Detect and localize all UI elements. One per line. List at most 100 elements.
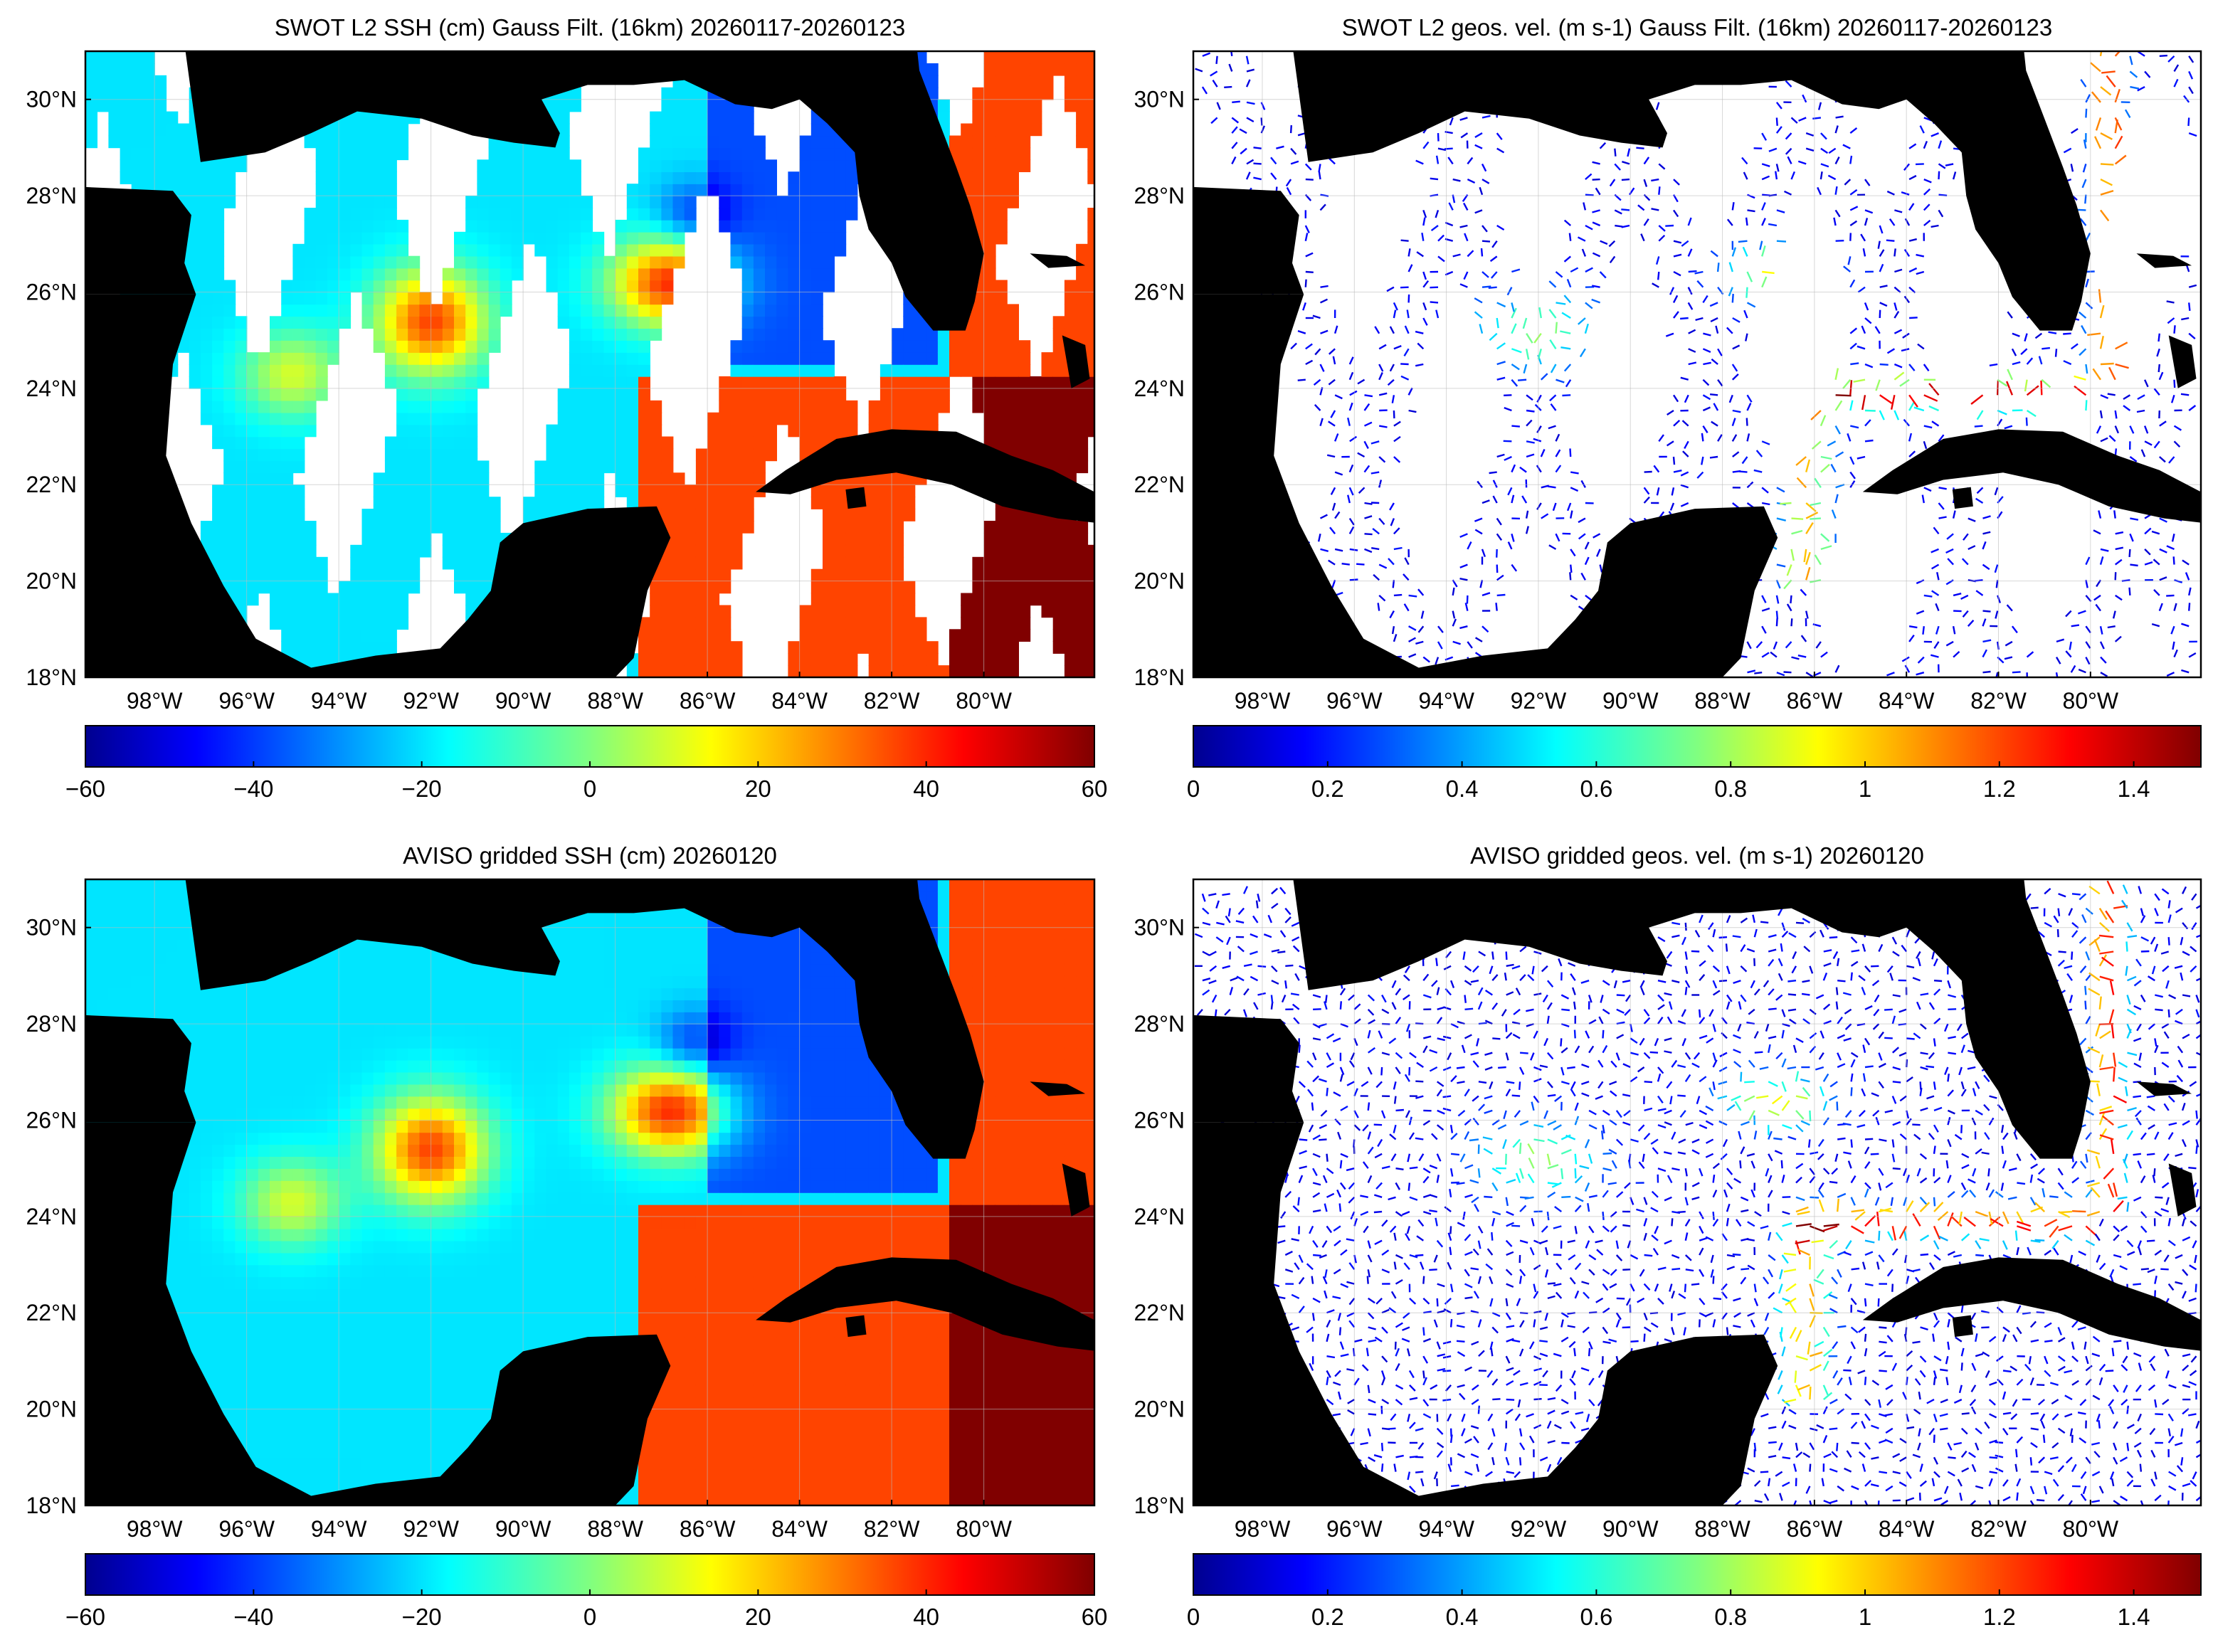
land-pines	[1952, 1315, 1973, 1338]
land-us	[85, 186, 196, 295]
land-andros	[1062, 335, 1090, 388]
colorbar-tick-label: 0	[1187, 775, 1200, 802]
lon-tick-label: 88°W	[587, 1516, 643, 1542]
lon-tick-label: 84°W	[1879, 688, 1935, 714]
map-frame	[1192, 878, 2202, 1507]
lat-tick-label: 28°N	[1134, 1011, 1185, 1037]
panel-title: AVISO gridded geos. vel. (m s-1) 2026012…	[1470, 842, 1924, 869]
land-northcoast	[1293, 51, 2091, 331]
colorbar-tick-label: 0.8	[1714, 775, 1747, 802]
colorbar-tick-label: 1.4	[2118, 1604, 2150, 1630]
lat-tick-label: 22°N	[1134, 472, 1185, 497]
colorbar-tick-label: 60	[1082, 775, 1108, 802]
land-pines	[845, 487, 867, 509]
land-us	[1193, 186, 1304, 295]
lat-tick-label: 18°N	[1134, 664, 1185, 690]
lon-tick-label: 90°W	[1602, 688, 1659, 714]
panel-title: SWOT L2 geos. vel. (m s-1) Gauss Filt. (…	[1342, 14, 2052, 41]
land-pines	[1952, 487, 1973, 509]
map-frame	[1192, 50, 2202, 679]
lon-tick-label: 86°W	[1787, 1516, 1843, 1542]
colorbar-tick-label: −40	[233, 1604, 273, 1630]
lon-tick-label: 96°W	[218, 688, 275, 714]
colorbar-tick-label: −40	[233, 775, 273, 802]
colorbar-tick-label: 40	[913, 1604, 939, 1630]
lat-tick-label: 18°N	[1134, 1493, 1185, 1518]
lat-tick-label: 24°N	[26, 1204, 78, 1229]
lon-tick-label: 86°W	[680, 688, 736, 714]
land-northcoast	[1293, 879, 2091, 1159]
lon-tick-label: 84°W	[771, 1516, 828, 1542]
colorbar-tick-label: −60	[65, 1604, 105, 1630]
colorbar-tick-label: 0.2	[1311, 775, 1344, 802]
map-area	[85, 51, 1094, 677]
lat-tick-label: 18°N	[26, 1493, 78, 1518]
land-mexico	[85, 294, 671, 677]
lon-tick-label: 88°W	[587, 688, 643, 714]
lon-tick-label: 84°W	[1879, 1516, 1935, 1542]
land-cuba	[1862, 1257, 2201, 1351]
land-pines	[845, 1315, 867, 1338]
lon-tick-label: 98°W	[127, 688, 183, 714]
lon-tick-label: 84°W	[771, 688, 828, 714]
land-cuba	[756, 1257, 1094, 1351]
lon-tick-label: 92°W	[1511, 688, 1567, 714]
lat-tick-label: 30°N	[26, 87, 78, 112]
colorbar: 0 0.2 0.4 0.6 0.8 1 1.2 1.4	[1187, 1553, 2202, 1630]
land-us	[85, 1015, 196, 1123]
lon-tick-label: 94°W	[1418, 688, 1474, 714]
colorbar-tick-label: 1.4	[2118, 775, 2150, 802]
lat-tick-label: 20°N	[26, 568, 78, 594]
colorbar-tick-label: 60	[1082, 1604, 1108, 1630]
lon-tick-label: 80°W	[956, 688, 1012, 714]
colorbar-tick-label: 0	[583, 775, 596, 802]
colorbar-ramp	[1193, 1553, 2202, 1596]
lon-tick-label: 92°W	[403, 1516, 459, 1542]
lon-tick-label: 88°W	[1694, 1516, 1750, 1542]
lat-tick-label: 24°N	[26, 376, 78, 401]
lon-tick-label: 94°W	[1418, 1516, 1474, 1542]
lat-tick-label: 30°N	[1134, 87, 1185, 112]
lon-tick-label: 80°W	[2063, 688, 2119, 714]
land-mexico	[1193, 294, 1778, 677]
map-frame	[84, 878, 1096, 1507]
colorbar-ramp	[1193, 725, 2202, 768]
colorbar-tick-label: −20	[402, 1604, 442, 1630]
lon-tick-label: 98°W	[1235, 688, 1291, 714]
lat-tick-label: 20°N	[1134, 568, 1185, 594]
colorbar-tick-label: 0.2	[1311, 1604, 1344, 1630]
land-us	[1193, 1015, 1304, 1123]
lon-tick-label: 86°W	[1787, 688, 1843, 714]
panel-swot-vel: SWOT L2 geos. vel. (m s-1) Gauss Filt. (…	[1134, 14, 2202, 802]
land-andros	[2168, 1163, 2197, 1217]
land-cuba	[1862, 429, 2201, 523]
lon-tick-label: 90°W	[495, 688, 551, 714]
land-mexico	[85, 1122, 671, 1505]
land-andros	[1062, 1163, 1090, 1217]
map-area	[85, 879, 1094, 1505]
map-area	[1193, 879, 2201, 1505]
panel-title: AVISO gridded SSH (cm) 20260120	[403, 842, 777, 869]
colorbar-tick-label: 0.6	[1580, 1604, 1612, 1630]
colorbar-tick-label: 1.2	[1983, 1604, 2016, 1630]
colorbar-tick-label: 20	[745, 775, 771, 802]
lon-tick-label: 80°W	[2063, 1516, 2119, 1542]
lon-tick-label: 82°W	[1970, 688, 2027, 714]
lon-tick-label: 90°W	[495, 1516, 551, 1542]
lon-tick-label: 94°W	[311, 1516, 367, 1542]
colorbar-tick-label: 0.4	[1446, 1604, 1479, 1630]
colorbar: −60 −40 −20 0 20 40 60	[65, 1553, 1108, 1630]
colorbar-tick-label: 0.4	[1446, 775, 1479, 802]
colorbar-tick-label: 0.8	[1714, 1604, 1747, 1630]
lat-tick-label: 28°N	[26, 183, 78, 208]
panel-aviso-ssh: AVISO gridded SSH (cm) 20260120 18°N 20°N 2…	[26, 842, 1108, 1630]
lon-tick-label: 80°W	[956, 1516, 1012, 1542]
colorbar: −60 −40 −20 0 20 40 60	[65, 725, 1108, 802]
land-northcoast	[185, 879, 984, 1159]
lon-tick-label: 94°W	[311, 688, 367, 714]
lon-tick-label: 96°W	[1326, 688, 1383, 714]
lat-tick-label: 26°N	[26, 1107, 78, 1133]
land-mexico	[1193, 1122, 1778, 1505]
lat-tick-label: 22°N	[26, 472, 78, 497]
map-frame	[84, 50, 1096, 679]
